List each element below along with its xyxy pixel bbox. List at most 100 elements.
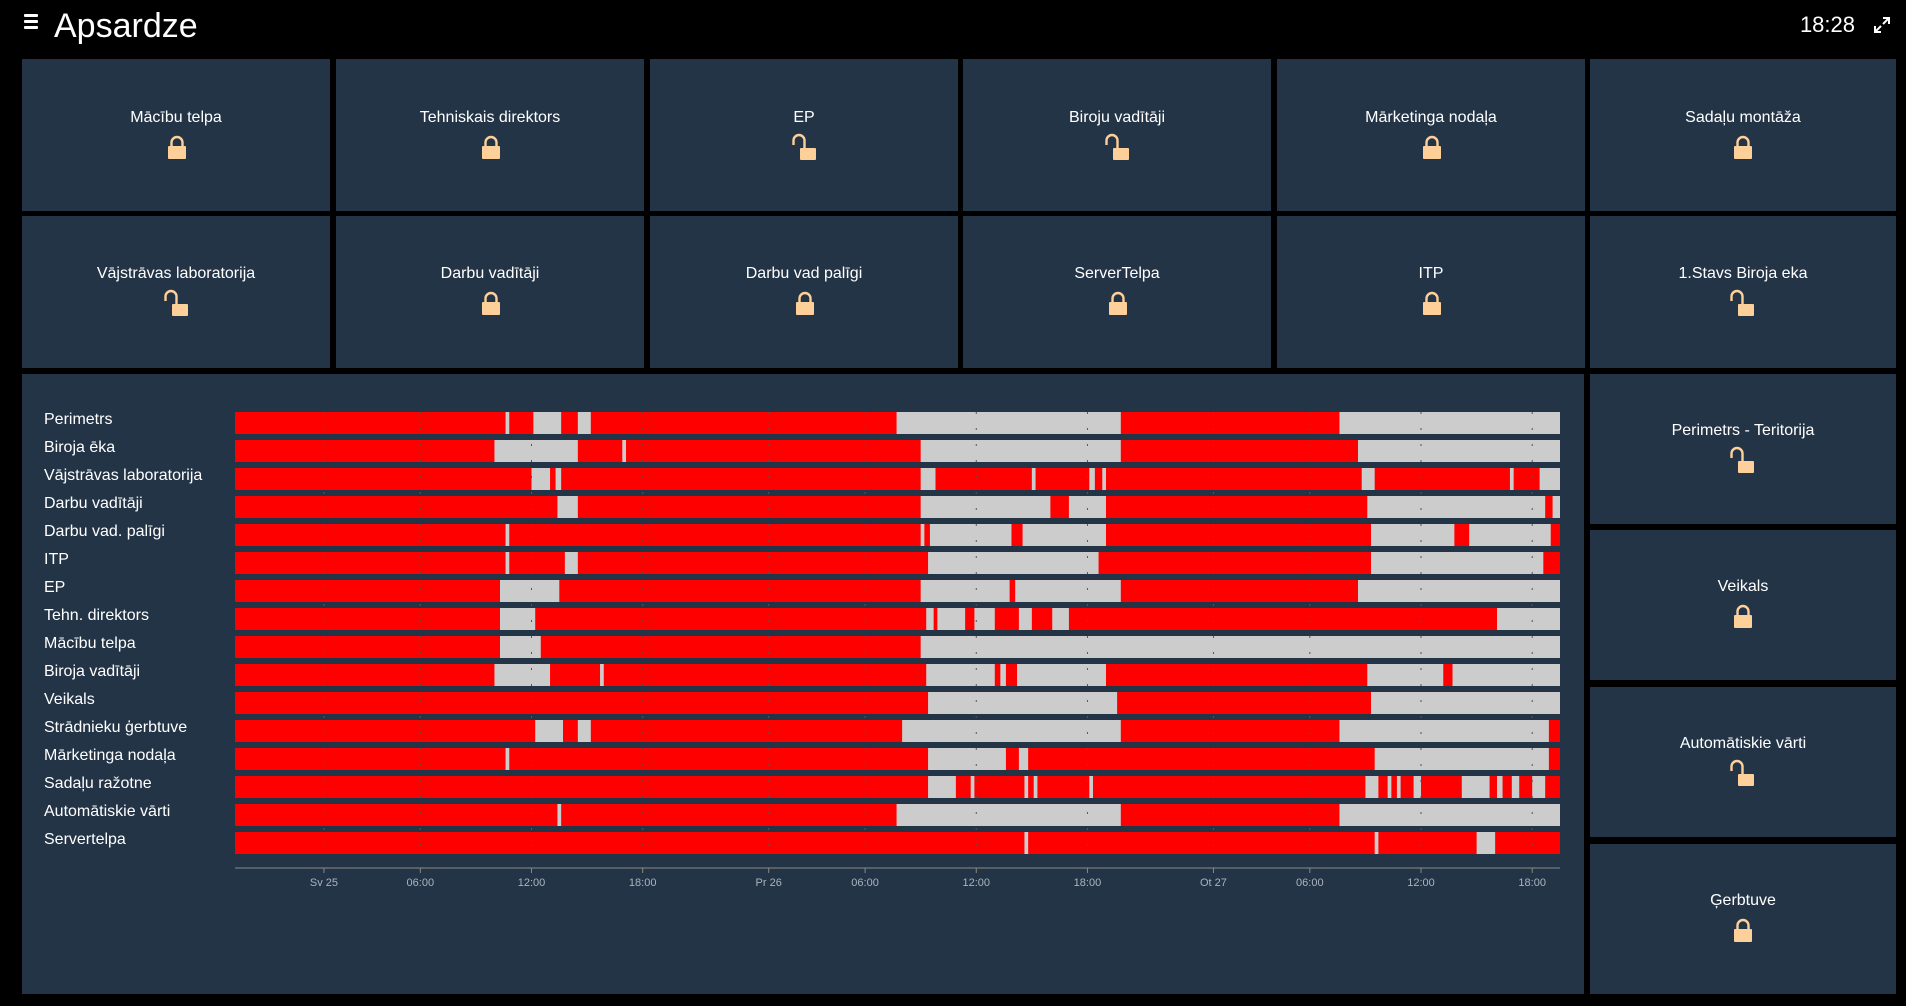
timeline-segment-on[interactable] [235, 552, 1560, 574]
timeline-segment-off[interactable] [1387, 776, 1392, 798]
timeline-segment-on[interactable] [235, 692, 1560, 714]
timeline-segment-off[interactable] [500, 636, 541, 658]
timeline-segment-off[interactable] [555, 468, 562, 490]
timeline-segment-off[interactable] [500, 608, 536, 630]
timeline-segment-on[interactable] [235, 832, 1560, 854]
timeline-segment-off[interactable] [1367, 496, 1546, 518]
timeline-segment-off[interactable] [1461, 776, 1490, 798]
timeline-segment-off[interactable] [1511, 776, 1520, 798]
door-tile-marketinga-nodala[interactable]: Mārketinga nodaļa [1277, 59, 1585, 211]
timeline-segment-on[interactable] [235, 468, 1560, 490]
timeline-segment-off[interactable] [896, 804, 1121, 826]
timeline-segment-on[interactable] [235, 664, 1560, 686]
timeline-segment-off[interactable] [1358, 580, 1560, 602]
timeline-segment-off[interactable] [622, 440, 627, 462]
timeline-segment-off[interactable] [505, 412, 510, 434]
timeline-segment-off[interactable] [1509, 468, 1514, 490]
timeline-segment-off[interactable] [1015, 580, 1121, 602]
timeline-segment-on[interactable] [235, 720, 1560, 742]
timeline-segment-off[interactable] [928, 552, 1099, 574]
door-tile-gerbtuve[interactable]: Ģerbtuve [1590, 844, 1896, 994]
timeline-segment-off[interactable] [505, 524, 510, 546]
timeline-segment-off[interactable] [600, 664, 604, 686]
hamburger-icon[interactable] [24, 14, 38, 30]
timeline-segment-on[interactable] [235, 524, 1560, 546]
timeline-segment-off[interactable] [557, 804, 562, 826]
door-tile-ep[interactable]: EP [650, 59, 958, 211]
timeline-segment-off[interactable] [1367, 664, 1444, 686]
timeline-segment-off[interactable] [1052, 608, 1069, 630]
timeline-segment-off[interactable] [1370, 552, 1544, 574]
timeline-segment-off[interactable] [1339, 804, 1560, 826]
timeline-segment-off[interactable] [920, 468, 936, 490]
timeline-segment-off[interactable] [920, 524, 925, 546]
timeline-segment-off[interactable] [928, 748, 1006, 770]
timeline-segment-off[interactable] [937, 608, 966, 630]
door-tile-1-stavs-biroja-eka[interactable]: 1.Stavs Biroja eka [1590, 216, 1896, 368]
door-tile-darbu-vad-paligi[interactable]: Darbu vad palīgi [650, 216, 958, 368]
timeline-segment-off[interactable] [1022, 524, 1106, 546]
timeline-segment-off[interactable] [1539, 468, 1560, 490]
timeline-segment-on[interactable] [235, 496, 1560, 518]
timeline-segment-off[interactable] [1452, 664, 1560, 686]
timeline-segment-off[interactable] [494, 440, 578, 462]
timeline-segment-on[interactable] [235, 776, 1560, 798]
timeline-segment-off[interactable] [531, 468, 551, 490]
timeline-segment-off[interactable] [1365, 776, 1379, 798]
door-tile-tehniskais-direktors[interactable]: Tehniskais direktors [336, 59, 644, 211]
timeline-segment-off[interactable] [1000, 664, 1006, 686]
timeline-segment-off[interactable] [926, 608, 934, 630]
timeline-segment-off[interactable] [505, 552, 510, 574]
timeline-segment-off[interactable] [974, 608, 995, 630]
door-tile-sadalu-montaza[interactable]: Sadaļu montāža [1590, 59, 1896, 211]
timeline-segment-off[interactable] [1552, 496, 1560, 518]
timeline-segment-off[interactable] [1017, 664, 1106, 686]
timeline-segment-off[interactable] [1370, 524, 1455, 546]
expand-icon[interactable] [1872, 15, 1892, 35]
door-tile-darbu-vaditaji[interactable]: Darbu vadītāji [336, 216, 644, 368]
timeline-segment-off[interactable] [1358, 440, 1560, 462]
timeline-segment-off[interactable] [920, 496, 1051, 518]
timeline-chart[interactable]: Sv 25 06:00 12:00 18:00 Pr 26 06:00 12:00 18:00… [22, 374, 1584, 994]
timeline-segment-off[interactable] [1476, 832, 1496, 854]
timeline-segment-off[interactable] [1024, 776, 1029, 798]
timeline-segment-off[interactable] [1374, 748, 1549, 770]
timeline-segment-off[interactable] [1496, 608, 1560, 630]
timeline-segment-off[interactable] [929, 524, 1012, 546]
timeline-segment-off[interactable] [920, 636, 1560, 658]
timeline-segment-on[interactable] [235, 608, 1560, 630]
timeline-segment-off[interactable] [1089, 776, 1094, 798]
timeline-segment-off[interactable] [1018, 748, 1029, 770]
timeline-segment-on[interactable] [235, 748, 1560, 770]
door-tile-biroju-vaditaji[interactable]: Biroju vadītāji [963, 59, 1271, 211]
timeline-segment-off[interactable] [1068, 496, 1106, 518]
timeline-segment-off[interactable] [500, 580, 560, 602]
timeline-segment-off[interactable] [1396, 776, 1401, 798]
timeline-segment-off[interactable] [1370, 692, 1560, 714]
timeline-segment-off[interactable] [1374, 832, 1379, 854]
timeline-segment-off[interactable] [926, 664, 995, 686]
timeline-segment-off[interactable] [1018, 608, 1032, 630]
door-tile-perimetrs-teritorija[interactable]: Perimetrs - Teritorija [1590, 374, 1896, 524]
timeline-segment-off[interactable] [1033, 776, 1038, 798]
timeline-segment-off[interactable] [533, 412, 562, 434]
timeline-segment-off[interactable] [928, 776, 956, 798]
timeline-segment-off[interactable] [1031, 468, 1036, 490]
timeline-segment-on[interactable] [235, 580, 1560, 602]
timeline-segment-off[interactable] [928, 692, 1118, 714]
timeline-segment-off[interactable] [1469, 524, 1551, 546]
timeline-segment-off[interactable] [1339, 412, 1560, 434]
timeline-segment-off[interactable] [494, 664, 551, 686]
timeline-segment-off[interactable] [505, 748, 510, 770]
timeline-segment-off[interactable] [1339, 720, 1549, 742]
timeline-segment-off[interactable] [902, 720, 1121, 742]
timeline-segment-off[interactable] [1102, 468, 1106, 490]
door-tile-veikals[interactable]: Veikals [1590, 530, 1896, 680]
door-tile-servertelpa[interactable]: ServerTelpa [963, 216, 1271, 368]
timeline-segment-off[interactable] [577, 720, 591, 742]
timeline-segment-off[interactable] [1413, 776, 1422, 798]
timeline-segment-off[interactable] [1089, 468, 1095, 490]
timeline-segment-off[interactable] [920, 440, 1121, 462]
timeline-segment-off[interactable] [535, 720, 564, 742]
timeline-segment-off[interactable] [920, 580, 1010, 602]
